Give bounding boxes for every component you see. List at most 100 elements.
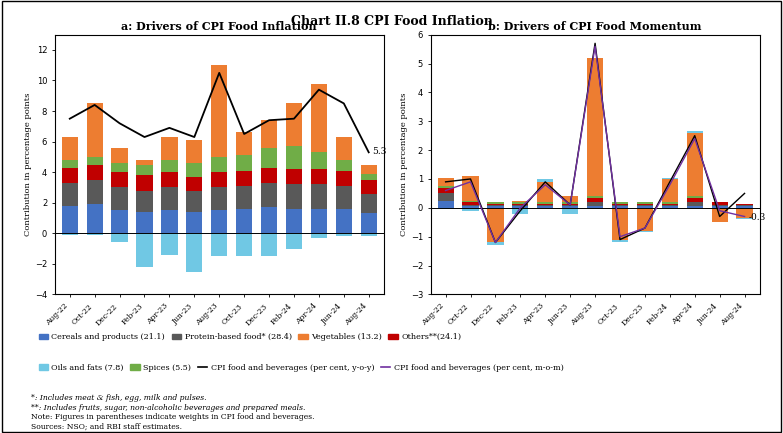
Bar (161, 187, 178, 210)
Bar (438, 194, 453, 200)
Bar (537, 182, 554, 202)
Bar (111, 187, 128, 210)
Bar (637, 205, 653, 207)
Bar (537, 205, 554, 207)
Bar (687, 207, 703, 208)
Bar (361, 180, 377, 194)
Bar (662, 204, 678, 205)
Bar (737, 207, 752, 208)
Bar (487, 242, 503, 246)
Bar (712, 202, 727, 205)
Bar (161, 210, 178, 233)
Bar (463, 176, 478, 200)
Bar (211, 65, 227, 157)
Bar (286, 169, 302, 184)
Bar (261, 168, 277, 183)
Text: Note: Figures in parentheses indicate weights in CPI food and beverages.: Note: Figures in parentheses indicate we… (31, 413, 315, 421)
Bar (737, 208, 752, 218)
Bar (487, 208, 503, 242)
Bar (637, 207, 653, 208)
Text: *: Includes meat & fish, egg, milk and pulses.: *: Includes meat & fish, egg, milk and p… (31, 394, 207, 402)
Bar (62, 233, 78, 235)
Bar (361, 194, 377, 213)
Bar (87, 204, 103, 233)
Bar (336, 171, 352, 186)
Bar (62, 206, 78, 233)
Bar (562, 208, 579, 213)
Bar (236, 171, 252, 186)
Bar (712, 207, 727, 208)
Bar (261, 120, 277, 148)
Bar (111, 172, 128, 187)
Bar (662, 178, 678, 179)
Bar (537, 179, 554, 182)
Bar (211, 172, 227, 187)
Bar (311, 233, 327, 238)
Bar (336, 160, 352, 171)
Bar (562, 204, 579, 205)
Bar (336, 209, 352, 233)
Bar (161, 137, 178, 160)
Bar (512, 207, 529, 208)
Bar (186, 191, 203, 212)
Bar (62, 183, 78, 206)
Bar (737, 204, 752, 205)
Bar (261, 148, 277, 168)
Bar (286, 146, 302, 169)
Bar (286, 233, 302, 249)
Bar (361, 233, 377, 236)
Bar (236, 132, 252, 155)
Bar (637, 204, 653, 205)
Bar (612, 208, 628, 239)
Bar (311, 209, 327, 233)
Bar (361, 213, 377, 233)
Bar (361, 174, 377, 180)
Bar (687, 133, 703, 196)
Bar (438, 187, 453, 194)
Bar (587, 196, 603, 198)
Bar (637, 202, 653, 204)
Bar (463, 205, 478, 207)
Text: -0.3: -0.3 (749, 213, 766, 223)
Bar (211, 157, 227, 172)
Bar (311, 84, 327, 152)
Bar (261, 207, 277, 233)
Bar (186, 212, 203, 233)
Bar (211, 233, 227, 256)
Text: Sources: NSO; and RBI staff estimates.: Sources: NSO; and RBI staff estimates. (31, 423, 182, 430)
Bar (311, 152, 327, 169)
Bar (236, 209, 252, 233)
Bar (662, 202, 678, 204)
Text: 5.3: 5.3 (373, 147, 387, 156)
Bar (512, 208, 529, 213)
Bar (687, 198, 703, 202)
Bar (236, 186, 252, 209)
Bar (261, 233, 277, 256)
Bar (512, 204, 529, 205)
Bar (311, 184, 327, 209)
Bar (612, 202, 628, 204)
Bar (737, 205, 752, 207)
Bar (587, 58, 603, 196)
Bar (186, 233, 203, 271)
Bar (612, 205, 628, 207)
Bar (637, 208, 653, 231)
Bar (87, 180, 103, 204)
Text: Chart II.8 CPI Food Inflation: Chart II.8 CPI Food Inflation (290, 15, 493, 28)
Bar (87, 157, 103, 165)
Bar (512, 205, 529, 207)
Bar (62, 137, 78, 160)
Bar (612, 239, 628, 242)
Bar (186, 177, 203, 191)
Bar (487, 207, 503, 208)
Bar (62, 160, 78, 168)
Bar (687, 196, 703, 198)
Bar (62, 168, 78, 183)
Bar (161, 233, 178, 255)
Bar (587, 198, 603, 202)
Legend: Oils and fats (7.8), Spices (5.5), CPI food and beverages (per cent, y-o-y), CPI: Oils and fats (7.8), Spices (5.5), CPI f… (35, 360, 567, 375)
Bar (438, 178, 453, 186)
Bar (562, 196, 579, 202)
Bar (712, 208, 727, 222)
Bar (612, 207, 628, 208)
